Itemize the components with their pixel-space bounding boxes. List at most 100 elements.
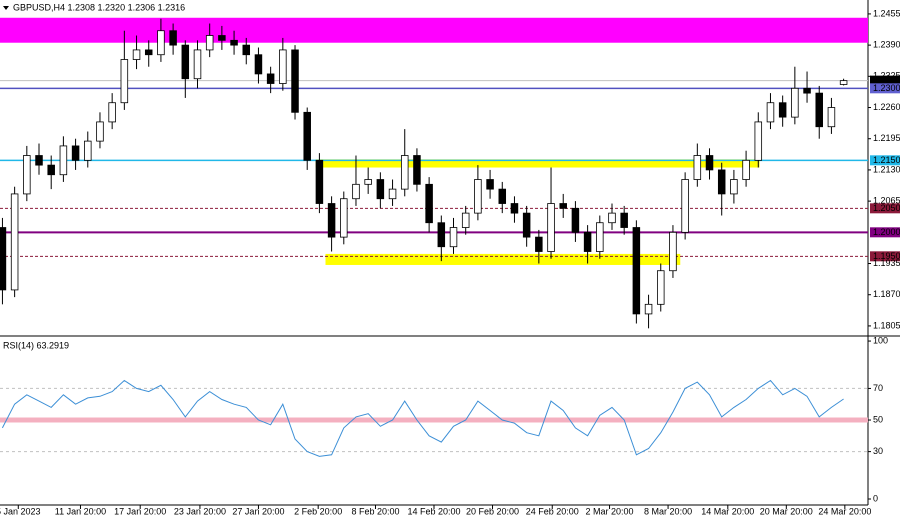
y-tick-label: 0 [873,493,878,503]
candle-body [0,227,7,291]
x-tick-label: 14 Feb 20:00 [407,506,460,516]
candle-body [364,179,372,185]
x-tick-label: 14 Mar 20:00 [701,506,754,516]
candle-body [791,87,799,118]
x-tick-label: 2 Feb 20:00 [294,506,342,516]
candle-body [803,87,811,94]
x-tick-label: 17 Jan 20:00 [114,506,166,516]
candle-body [120,59,129,104]
candle-body [327,203,336,238]
candle-body [132,49,141,60]
candle-body [437,222,446,248]
candle-body [596,222,604,252]
level-label: 1.2000 [873,227,900,237]
level-label: 1.2300 [873,83,900,93]
candle-body [827,107,836,128]
menu-arrow [3,6,9,10]
candle-body [230,39,238,46]
candle-body [705,155,714,171]
chart-title: GBPUSD,H4 1.2308 1.2320 1.2306 1.2316 [13,2,185,12]
candle-body [218,35,226,41]
candle-body [754,121,763,161]
x-tick-label: 27 Jan 20:00 [232,506,284,516]
candle-body [522,212,531,238]
candle-body [778,102,787,118]
y-tick-label: 1.1805 [873,320,900,330]
candle-body [632,227,641,315]
zone [0,17,868,43]
level-label-box [870,227,900,238]
level-label: 1.2050 [873,203,900,213]
x-tick-label: 5 Jan 2023 [0,506,41,516]
candle-body [352,183,360,200]
x-tick-label: 2 Mar 20:00 [586,506,634,516]
candle-body [376,179,385,200]
y-tick-label: 1.2195 [873,133,900,143]
candle-body [205,35,214,51]
y-tick-label: 1.2130 [873,164,900,174]
x-tick-label: 8 Mar 20:00 [644,506,692,516]
candle-body [23,155,31,195]
candle-body [547,203,555,252]
candle-body [108,102,116,123]
candle-body [730,179,738,195]
candle-body [144,49,153,56]
y-tick-label: 1.2260 [873,102,900,112]
candle-body [608,212,616,224]
candle-body [35,155,43,166]
level-label-box [870,83,900,94]
candle-body [559,203,567,209]
x-tick-label: 24 Mar 20:00 [818,506,871,516]
candle-body [96,121,104,142]
candle-body [169,30,177,46]
candle-body [571,207,580,233]
x-tick-label: 20 Feb 20:00 [466,506,519,516]
candle-body [157,30,165,56]
candle-body [10,193,19,291]
level-label: 1.2150 [873,155,900,165]
candle-body [340,198,348,238]
y-tick-label: 30 [873,446,883,456]
rsi-title: RSI(14) 63.2919 [3,340,69,350]
x-tick-label: 20 Mar 20:00 [760,506,813,516]
candle-body [84,140,92,161]
level-label-box [870,203,900,214]
candle-body [669,231,677,272]
candle-body [766,102,775,123]
x-tick-label: 11 Jan 20:00 [55,506,106,516]
level-label-box [870,251,900,262]
y-tick-label: 1.1870 [873,289,900,299]
level-label: 1.1950 [873,251,900,261]
candle-body [693,155,702,180]
y-tick-label: 1.2390 [873,39,900,49]
candle-body [717,169,726,195]
candle-body [266,73,275,84]
candle-body [303,111,311,161]
zone [325,253,681,265]
candle-body [449,227,458,248]
candle-body [620,212,628,228]
y-tick-label: 1.2065 [873,195,900,205]
candle-body [510,203,519,214]
candle-body [498,188,507,204]
y-tick-label: 1.2325 [873,71,900,81]
candle-body [59,145,68,176]
candle-body [742,159,750,180]
y-tick-label: 1.1935 [873,258,900,268]
rsi-line [1,379,844,457]
candle-body [461,212,470,228]
candle-body [681,179,689,233]
x-tick-label: 23 Jan 20:00 [174,506,226,516]
candle-body [839,80,848,85]
y-tick-label: 70 [873,383,883,393]
candle-body [644,303,653,315]
candle-body [425,183,433,224]
x-tick-label: 24 Feb 20:00 [526,506,579,516]
candle-body [657,270,665,305]
candle-body [315,159,324,204]
candle-body [535,236,543,252]
candle-body [388,188,397,200]
zone [315,159,760,168]
candle-body [279,49,287,84]
